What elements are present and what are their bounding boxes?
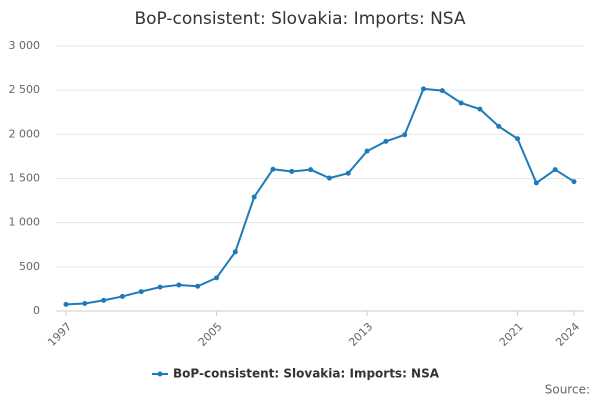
x-tick-label: 2021 [497,320,526,349]
y-tick-label: 1 000 [9,216,41,229]
point [402,132,408,138]
point [477,106,483,112]
y-tick-label: 3 000 [9,39,41,52]
point [82,300,88,306]
point [420,86,426,92]
point [496,123,502,129]
point [176,282,182,288]
point [552,167,558,173]
y-tick-label: 1 500 [9,172,41,185]
y-tick-label: 500 [19,260,40,273]
legend-marker [157,371,163,377]
x-tick-label: 1997 [45,320,74,349]
point [214,275,220,281]
source: Source: [545,383,590,397]
point [138,289,144,295]
point [458,100,464,106]
point [515,136,521,142]
point [157,284,163,290]
point [101,297,107,303]
point [195,283,201,289]
point [533,180,539,186]
y-tick-label: 0 [33,304,40,317]
point [119,293,125,299]
x-tick-label: 2024 [553,320,582,349]
point [232,249,238,255]
point [439,88,445,94]
point [345,170,351,176]
point [251,194,257,200]
point [270,166,276,172]
x-tick-label: 2013 [346,320,375,349]
series-line [65,87,575,306]
point [571,179,577,185]
legend-label: BoP-consistent: Slovakia: Imports: NSA [173,367,440,381]
point [326,175,332,181]
point [289,168,295,174]
x-tick-label: 2005 [196,320,225,349]
chart-title: BoP-consistent: Slovakia: Imports: NSA [134,9,465,29]
y-tick-label: 2 500 [9,83,41,96]
y-tick-label: 2 000 [9,127,41,140]
point [364,148,370,154]
point [63,301,69,307]
point [383,138,389,144]
point [308,167,314,173]
